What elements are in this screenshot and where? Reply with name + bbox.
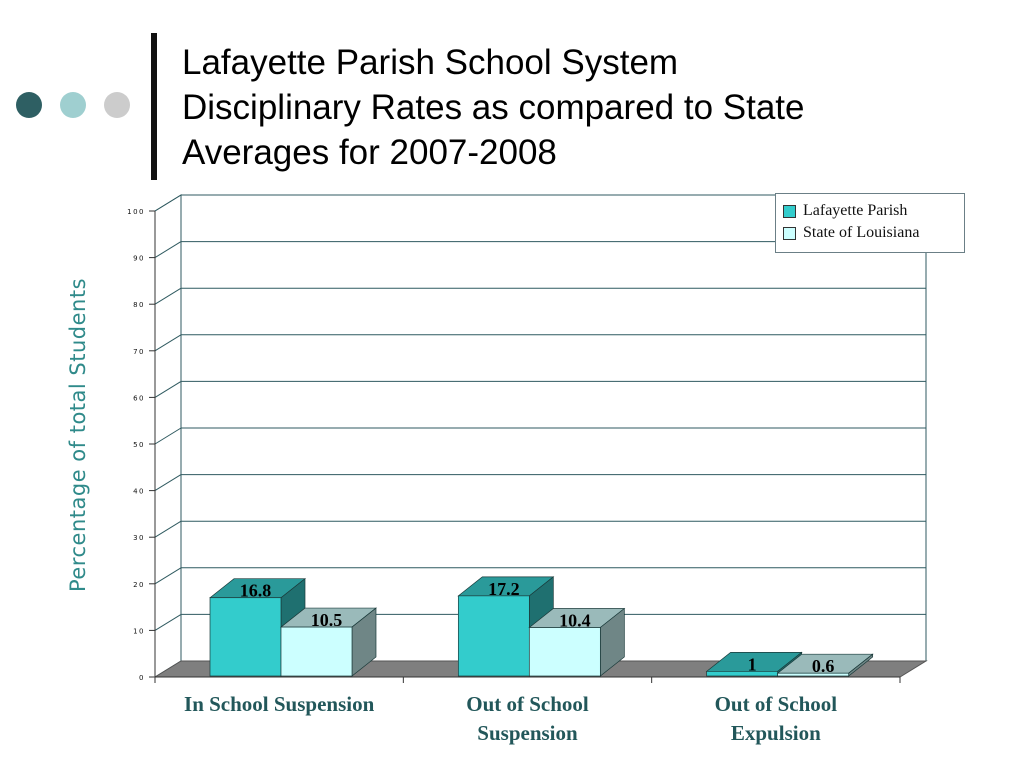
gridline-depth: [154, 613, 182, 631]
x-category-label: Out of School Suspension: [408, 690, 648, 748]
x-category-label-line: Suspension: [477, 721, 578, 745]
legend-label-state: State of Louisiana: [803, 224, 920, 241]
bar-lafayette: [457, 595, 530, 677]
bar-lafayette: [706, 670, 779, 677]
title-accent-bar: [151, 33, 157, 180]
data-label-lafayette: 1: [748, 654, 757, 674]
bar-state: [280, 626, 353, 677]
legend: Lafayette Parish State of Louisiana: [775, 193, 965, 253]
light-teal-dot: [60, 92, 86, 118]
legend-item-lafayette: Lafayette Parish: [783, 201, 907, 221]
legend-item-state: State of Louisiana: [783, 223, 919, 243]
x-category-label-line: Expulsion: [730, 721, 821, 745]
x-category-label-line: Out of School: [714, 692, 838, 716]
gridline-depth: [154, 194, 182, 212]
y-tick-label: 90: [133, 255, 145, 263]
gridline-depth: [154, 474, 182, 492]
y-tick-label: 0: [139, 674, 145, 682]
y-tick-label: 10: [133, 627, 145, 635]
x-category-label: In School Suspension: [159, 690, 399, 719]
x-category-label-line: In School Suspension: [184, 692, 375, 716]
title-line-3: Averages for 2007-2008: [182, 133, 557, 172]
y-tick-label: 20: [133, 581, 145, 589]
gridline-depth: [154, 380, 182, 398]
bar-state: [528, 627, 601, 677]
x-category-label: Out of School Expulsion: [656, 690, 896, 748]
gray-dot: [104, 92, 130, 118]
legend-label-lafayette: Lafayette Parish: [803, 202, 908, 219]
data-label-state: 10.4: [559, 611, 591, 631]
title-line-1: Lafayette Parish School System: [182, 43, 679, 82]
decorative-dots: [16, 92, 134, 120]
x-category-label-line: Out of School: [466, 692, 589, 716]
y-tick-label: 100: [127, 208, 145, 216]
slide-title: Lafayette Parish School System Disciplin…: [182, 40, 1002, 175]
dark-teal-dot: [16, 92, 42, 118]
y-tick-label: 60: [133, 394, 145, 402]
y-tick-label: 80: [133, 301, 145, 309]
data-label-lafayette: 16.8: [240, 581, 272, 601]
data-label-state: 0.6: [812, 656, 835, 676]
legend-swatch-state: [783, 226, 796, 240]
y-tick-label: 50: [133, 441, 145, 449]
bar-state: [777, 672, 850, 677]
title-line-2: Disciplinary Rates as compared to State: [182, 88, 805, 127]
y-tick-label: 70: [133, 348, 145, 356]
gridline-depth: [154, 241, 182, 259]
bar-lafayette: [209, 597, 282, 677]
y-tick-label: 30: [133, 534, 145, 542]
legend-swatch-lafayette: [783, 204, 796, 218]
gridline-depth: [154, 567, 182, 585]
gridline-depth: [154, 334, 182, 352]
gridline-depth: [154, 427, 182, 445]
y-tick-label: 40: [133, 488, 145, 496]
gridline-depth: [154, 287, 182, 305]
data-label-state: 10.5: [311, 610, 343, 630]
gridline-depth: [154, 520, 182, 538]
data-label-lafayette: 17.2: [488, 579, 520, 599]
